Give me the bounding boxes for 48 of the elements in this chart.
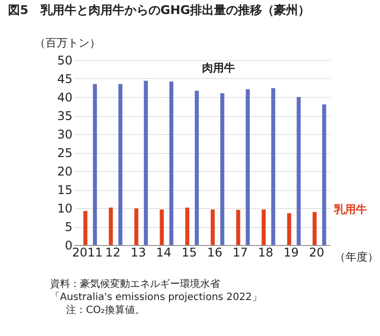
y-tick-label: 15 bbox=[57, 183, 72, 197]
bar bbox=[262, 209, 266, 245]
y-tick-label: 10 bbox=[57, 202, 72, 216]
bar bbox=[185, 208, 190, 245]
series-label: 肉用牛 bbox=[202, 62, 236, 75]
x-tick-label: 14 bbox=[156, 246, 172, 260]
bar bbox=[92, 84, 97, 245]
x-tick-label: 12 bbox=[105, 246, 120, 260]
bar bbox=[322, 104, 326, 245]
series-label: 乳用牛 bbox=[332, 203, 367, 216]
bar bbox=[118, 84, 122, 245]
bar bbox=[287, 213, 292, 245]
y-tick-label: 35 bbox=[57, 109, 72, 123]
x-tick-label: 20 bbox=[308, 246, 324, 260]
y-tick-label: 50 bbox=[57, 54, 72, 68]
y-tick-label: 20 bbox=[57, 164, 72, 178]
bar bbox=[246, 89, 250, 245]
y-tick-label: 0 bbox=[64, 238, 72, 252]
y-tick-label: 45 bbox=[57, 72, 72, 86]
text: 注：CO₂換算値。 bbox=[65, 304, 146, 317]
bar bbox=[144, 80, 148, 245]
x-tick-label: 16 bbox=[207, 246, 222, 260]
y-tick-label: 5 bbox=[64, 220, 72, 234]
x-tick-label: 17 bbox=[232, 246, 248, 260]
x-tick-label: 19 bbox=[284, 246, 299, 260]
bar bbox=[210, 209, 215, 245]
bar bbox=[296, 97, 301, 245]
bar bbox=[160, 209, 164, 245]
text: 「Australia's emissions projections 2022」 bbox=[50, 291, 263, 304]
bar bbox=[271, 88, 276, 245]
bar bbox=[312, 212, 317, 245]
y-axis-title: （百万トン） bbox=[34, 36, 100, 50]
bar bbox=[236, 210, 240, 245]
text: 資料：豪気候変動エネルギー環境水省 bbox=[50, 278, 221, 291]
bar bbox=[108, 208, 113, 245]
bar bbox=[194, 90, 199, 245]
y-tick-label: 30 bbox=[57, 128, 72, 142]
bar bbox=[134, 208, 138, 245]
x-tick-label: 2011 bbox=[72, 246, 103, 260]
y-tick-label: 25 bbox=[57, 146, 72, 160]
bar bbox=[220, 93, 224, 245]
y-tick-label: 40 bbox=[57, 90, 72, 104]
bar bbox=[169, 81, 174, 245]
bar bbox=[83, 210, 88, 245]
x-tick-label: 18 bbox=[258, 246, 274, 260]
x-tick-label: 13 bbox=[130, 246, 146, 260]
chart-title: 図5 乳用牛と肉用牛からのGHG排出量の推移（豪州） bbox=[8, 3, 310, 17]
x-tick-label: 15 bbox=[182, 246, 197, 260]
